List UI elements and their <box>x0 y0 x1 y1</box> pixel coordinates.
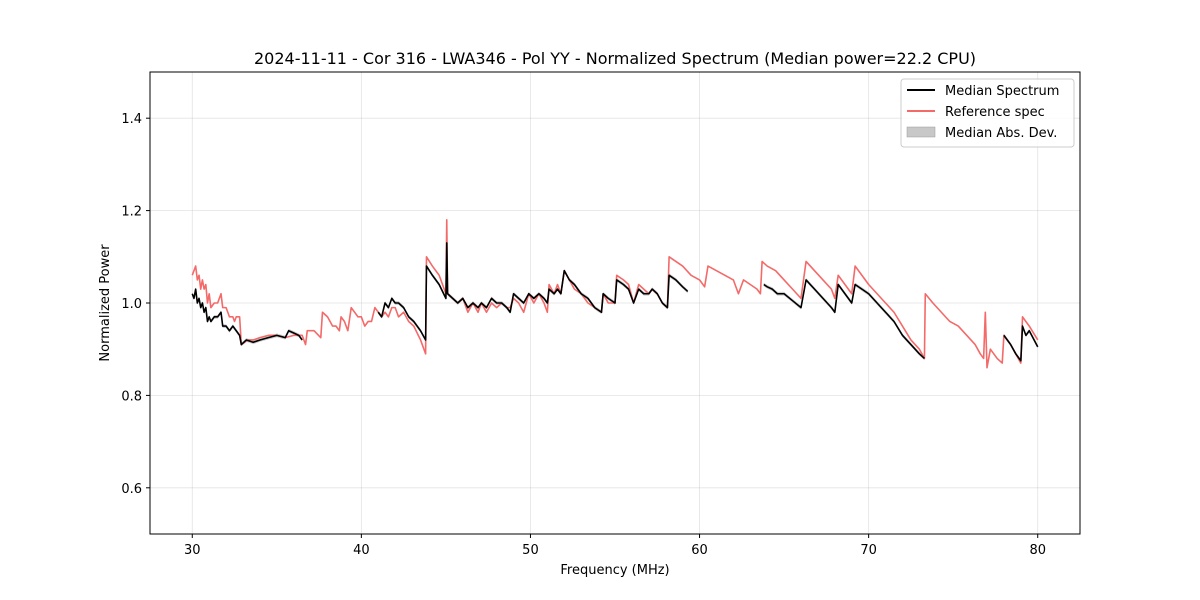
legend: Median Spectrum Reference spec Median Ab… <box>900 78 1075 148</box>
legend-box <box>900 78 1075 148</box>
y-tick-label: 1.4 <box>121 112 142 127</box>
y-axis-ticks: 0.6 0.8 1.0 1.2 1.4 <box>121 112 150 497</box>
x-axis-ticks: 30 40 50 60 70 80 <box>184 534 1046 558</box>
y-tick-label: 0.6 <box>121 482 142 497</box>
x-tick-label: 80 <box>1029 543 1046 558</box>
x-tick-label: 30 <box>184 543 201 558</box>
legend-mad-swatch <box>906 126 936 138</box>
median-spectrum-line <box>1003 325 1039 362</box>
median-spectrum-line <box>377 242 689 341</box>
y-tick-label: 0.8 <box>121 389 142 404</box>
x-tick-label: 40 <box>353 543 370 558</box>
y-tick-label: 1.0 <box>121 297 142 312</box>
x-tick-label: 70 <box>860 543 877 558</box>
x-axis-label: Frequency (MHz) <box>560 563 669 578</box>
x-tick-label: 60 <box>691 543 708 558</box>
series-lines <box>191 219 1039 369</box>
legend-reference-label: Reference spec <box>945 105 1045 120</box>
median-spectrum-line <box>191 288 303 346</box>
y-axis-label: Normalized Power <box>98 244 113 362</box>
legend-mad-label: Median Abs. Dev. <box>945 126 1057 141</box>
x-tick-label: 50 <box>522 543 539 558</box>
legend-median-label: Median Spectrum <box>945 84 1059 99</box>
y-tick-label: 1.2 <box>121 205 142 220</box>
median-spectrum-line <box>763 279 925 360</box>
chart-title: 2024-11-11 - Cor 316 - LWA346 - Pol YY -… <box>254 49 976 68</box>
